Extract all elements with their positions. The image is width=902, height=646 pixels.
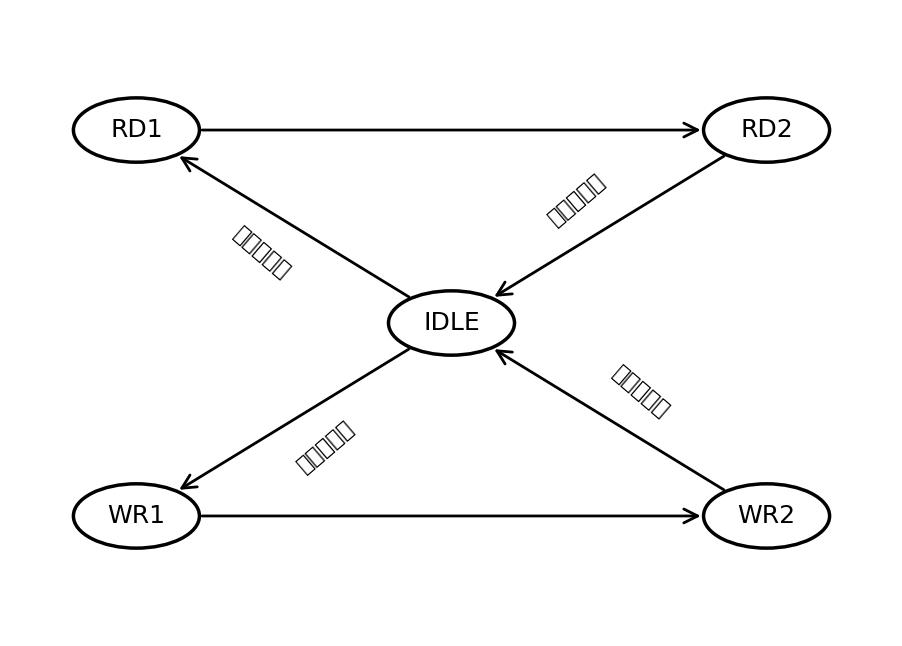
Ellipse shape [703, 98, 829, 162]
Ellipse shape [703, 484, 829, 548]
Text: WR1: WR1 [107, 504, 165, 528]
Text: 读操作有效: 读操作有效 [230, 224, 293, 283]
Text: 写操作完成: 写操作完成 [609, 363, 672, 422]
Text: 写操作有效: 写操作有效 [294, 417, 358, 475]
Text: RD1: RD1 [110, 118, 162, 142]
Text: IDLE: IDLE [423, 311, 479, 335]
Ellipse shape [73, 484, 199, 548]
Ellipse shape [388, 291, 514, 355]
Ellipse shape [73, 98, 199, 162]
Text: 读数据返回: 读数据返回 [544, 171, 608, 229]
Text: RD2: RD2 [740, 118, 792, 142]
Text: WR2: WR2 [737, 504, 795, 528]
